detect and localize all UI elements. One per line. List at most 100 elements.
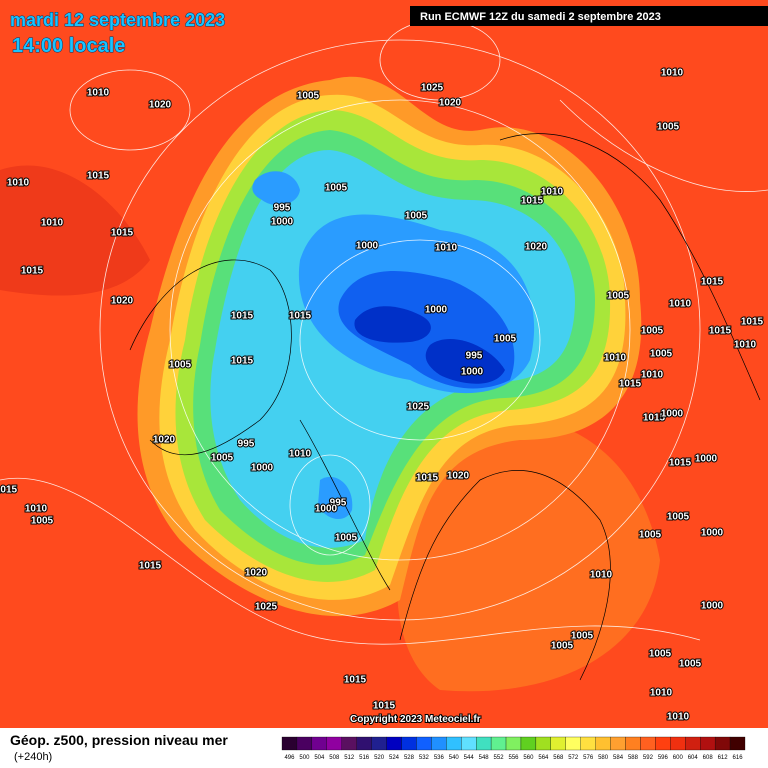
legend-label: 580 (598, 755, 609, 761)
isobar-label: 1000 (661, 409, 684, 420)
legend-swatch (685, 736, 701, 751)
legend-label: 572 (568, 755, 579, 761)
isobar-label: 1015 (373, 701, 396, 712)
legend-swatch (416, 736, 432, 751)
date-title: mardi 12 septembre 2023 (10, 10, 225, 30)
isobar-label: 995 (238, 439, 255, 450)
isobar-label: 1005 (31, 516, 54, 527)
legend-swatch (625, 736, 641, 751)
isobar-label: 1005 (325, 183, 348, 194)
legend-label: 516 (359, 755, 370, 761)
legend-swatch (520, 736, 537, 751)
legend-label: 532 (419, 755, 430, 761)
isobar-label: 1015 (21, 266, 44, 277)
run-box (410, 6, 768, 26)
legend-label: 588 (628, 755, 639, 761)
legend-swatch (341, 736, 357, 751)
isobar-label: 1010 (435, 243, 458, 254)
legend-label: 608 (703, 755, 714, 761)
isobar-label: 1000 (461, 367, 484, 378)
isobar-label: 1015 (709, 326, 732, 337)
isobar-label: 1015 (344, 675, 367, 686)
legend-label: 496 (284, 755, 295, 761)
isobar-label: 1010 (7, 178, 30, 189)
isobar-label: 1020 (439, 98, 462, 109)
isobar-label: 1010 (25, 504, 48, 515)
isobar-label: 1010 (661, 68, 684, 79)
isobar-label: 1025 (421, 83, 444, 94)
isobar-label: 1005 (649, 649, 672, 660)
legend-label: 564 (538, 755, 549, 761)
field-blue-dark (425, 339, 505, 384)
isobar-label: 1010 (41, 218, 64, 229)
legend-swatch (670, 736, 686, 751)
isobar-label: 1005 (607, 291, 630, 302)
color-legend: 496 500 504 508 512 516 520 524 528 532 536 540 544 5… (281, 736, 746, 761)
isobar-label: 1005 (551, 641, 574, 652)
isobar-label: 1000 (315, 504, 338, 515)
isobar-label: 1010 (289, 449, 312, 460)
isobar-label: 1010 (641, 370, 664, 381)
legend-label: 536 (434, 755, 445, 761)
legend-label: 556 (508, 755, 519, 761)
coastlines (129, 133, 761, 681)
isobar-label: 1020 (525, 242, 548, 253)
isobar-label: 1015 (0, 485, 18, 496)
legend-swatch (505, 736, 522, 751)
legend-label: 512 (344, 755, 355, 761)
legend-swatch (550, 736, 566, 751)
isobar-label: 1005 (335, 533, 358, 544)
legend-swatch (595, 736, 611, 751)
isobar-label: 1020 (111, 296, 134, 307)
isobar-label: 1005 (405, 211, 428, 222)
legend-swatch (565, 736, 581, 751)
isobars (0, 19, 768, 645)
isobar-label: 1000 (695, 454, 718, 465)
legend-swatch (431, 736, 447, 751)
isobar-label: 1015 (111, 228, 134, 239)
isobar-label: 1015 (669, 458, 692, 469)
isobar-label: 1010 (734, 340, 757, 351)
isobar-label: 1010 (541, 187, 564, 198)
isobar-label: 1015 (139, 561, 162, 572)
legend-swatch (610, 736, 626, 751)
isobar-label: 1000 (425, 305, 448, 316)
legend-swatch (490, 736, 507, 751)
legend-swatch (655, 736, 671, 751)
isobar-label: 995 (274, 203, 291, 214)
legend-label: 584 (613, 755, 624, 761)
legend-swatch (714, 736, 731, 751)
legend-swatch (446, 736, 462, 751)
legend-label: 604 (688, 755, 699, 761)
legend-label: 500 (299, 755, 310, 761)
legend-swatch (476, 736, 492, 751)
isobar-label: 1020 (153, 435, 176, 446)
isobar-label: 1000 (251, 463, 274, 474)
legend-swatch (640, 736, 656, 751)
legend-swatch (296, 736, 313, 751)
legend-swatch (401, 736, 417, 751)
legend-label: 576 (583, 755, 594, 761)
legend-label: 540 (449, 755, 460, 761)
field-blue-light (318, 476, 353, 520)
isobar-label: 995 (330, 498, 347, 509)
field-patch (0, 165, 150, 296)
isobar-label: 1005 (679, 659, 702, 670)
legend-swatch (729, 736, 746, 751)
isobar-label: 1000 (356, 241, 379, 252)
legend-label: 552 (494, 755, 505, 761)
field-blue-dark (354, 306, 431, 343)
legend-label: 600 (673, 755, 684, 761)
isobar-label: 1010 (650, 688, 673, 699)
isobar-label: 1015 (701, 277, 724, 288)
isobar-label: 1010 (667, 712, 690, 723)
isobar-label: 1020 (245, 568, 268, 579)
legend-label: 524 (389, 755, 400, 761)
isobar-label: 1015 (619, 379, 642, 390)
isobar-label: 1005 (169, 360, 192, 371)
isobar-label: 1020 (447, 471, 470, 482)
legend-label: 544 (464, 755, 475, 761)
legend-swatch (311, 736, 327, 751)
legend-swatch (371, 736, 387, 751)
